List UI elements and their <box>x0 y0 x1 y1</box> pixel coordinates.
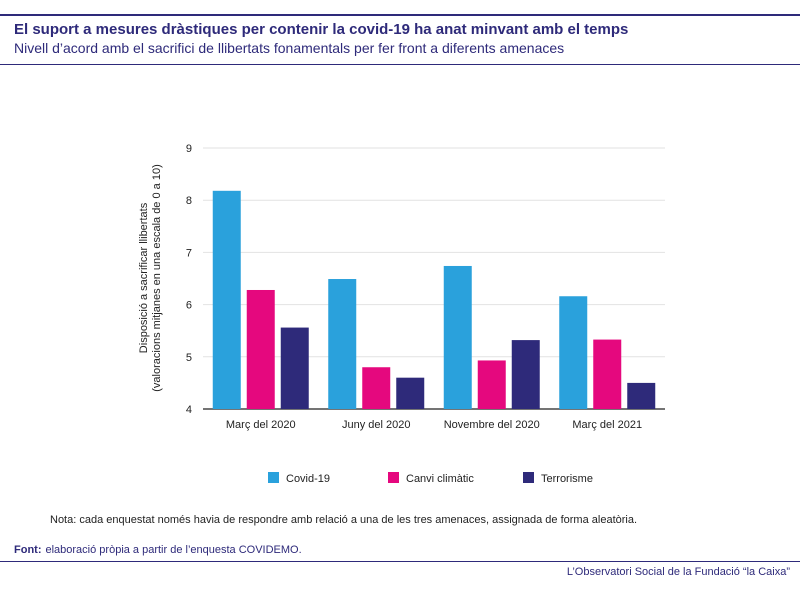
x-tick-label: Març del 2021 <box>572 419 642 431</box>
bar <box>443 265 472 409</box>
chart-subtitle: Nivell d’acord amb el sacrifici de llibe… <box>14 40 565 56</box>
y-tick-label: 5 <box>186 352 192 364</box>
bar <box>280 327 309 409</box>
y-axis-title-line: (valoracions mitjanes en una escala de 0… <box>151 164 163 391</box>
y-tick-label: 8 <box>186 195 192 207</box>
x-tick-label: Novembre del 2020 <box>444 419 540 431</box>
chart-title: El suport a mesures dràstiques per conte… <box>14 21 629 38</box>
legend-label: Canvi climàtic <box>406 473 474 485</box>
source-text: elaboració pròpia a partir de l’enquesta… <box>45 544 302 556</box>
y-axis-title-line: Disposició a sacrificar llibertats <box>138 202 150 353</box>
bar <box>511 340 540 409</box>
bar <box>246 289 275 409</box>
source-line: Font: elaboració pròpia a partir de l’enq… <box>14 544 302 556</box>
legend-swatch <box>523 472 534 483</box>
y-tick-label: 4 <box>186 404 192 416</box>
footer-credit: L’Observatori Social de la Fundació “la … <box>566 566 790 578</box>
legend-swatch <box>268 472 279 483</box>
header-rule <box>0 64 800 65</box>
source-label: Font: <box>14 544 42 556</box>
bar <box>212 190 241 409</box>
x-tick-label: Juny del 2020 <box>342 419 411 431</box>
legend-label: Terrorisme <box>541 473 593 485</box>
y-tick-label: 7 <box>186 247 192 259</box>
x-tick-label: Març del 2020 <box>226 419 296 431</box>
top-rule <box>0 14 800 16</box>
bar <box>559 296 588 409</box>
y-tick-label: 9 <box>186 143 192 155</box>
y-tick-label: 6 <box>186 300 192 312</box>
bar <box>396 377 425 409</box>
bar <box>627 382 656 409</box>
bar <box>593 339 622 409</box>
bar <box>362 367 391 409</box>
chart-note: Nota: cada enquestat només havia de resp… <box>50 514 638 526</box>
bar-chart: 4 5 6 7 8 9 Disposició a sacrificar llibertats… <box>138 143 665 485</box>
legend-swatch <box>388 472 399 483</box>
legend-label: Covid-19 <box>286 473 330 485</box>
bar <box>477 360 506 409</box>
footer-rule <box>0 561 800 562</box>
bar <box>328 279 357 409</box>
y-axis-title: Disposició a sacrificar llibertats(valor… <box>138 164 163 391</box>
